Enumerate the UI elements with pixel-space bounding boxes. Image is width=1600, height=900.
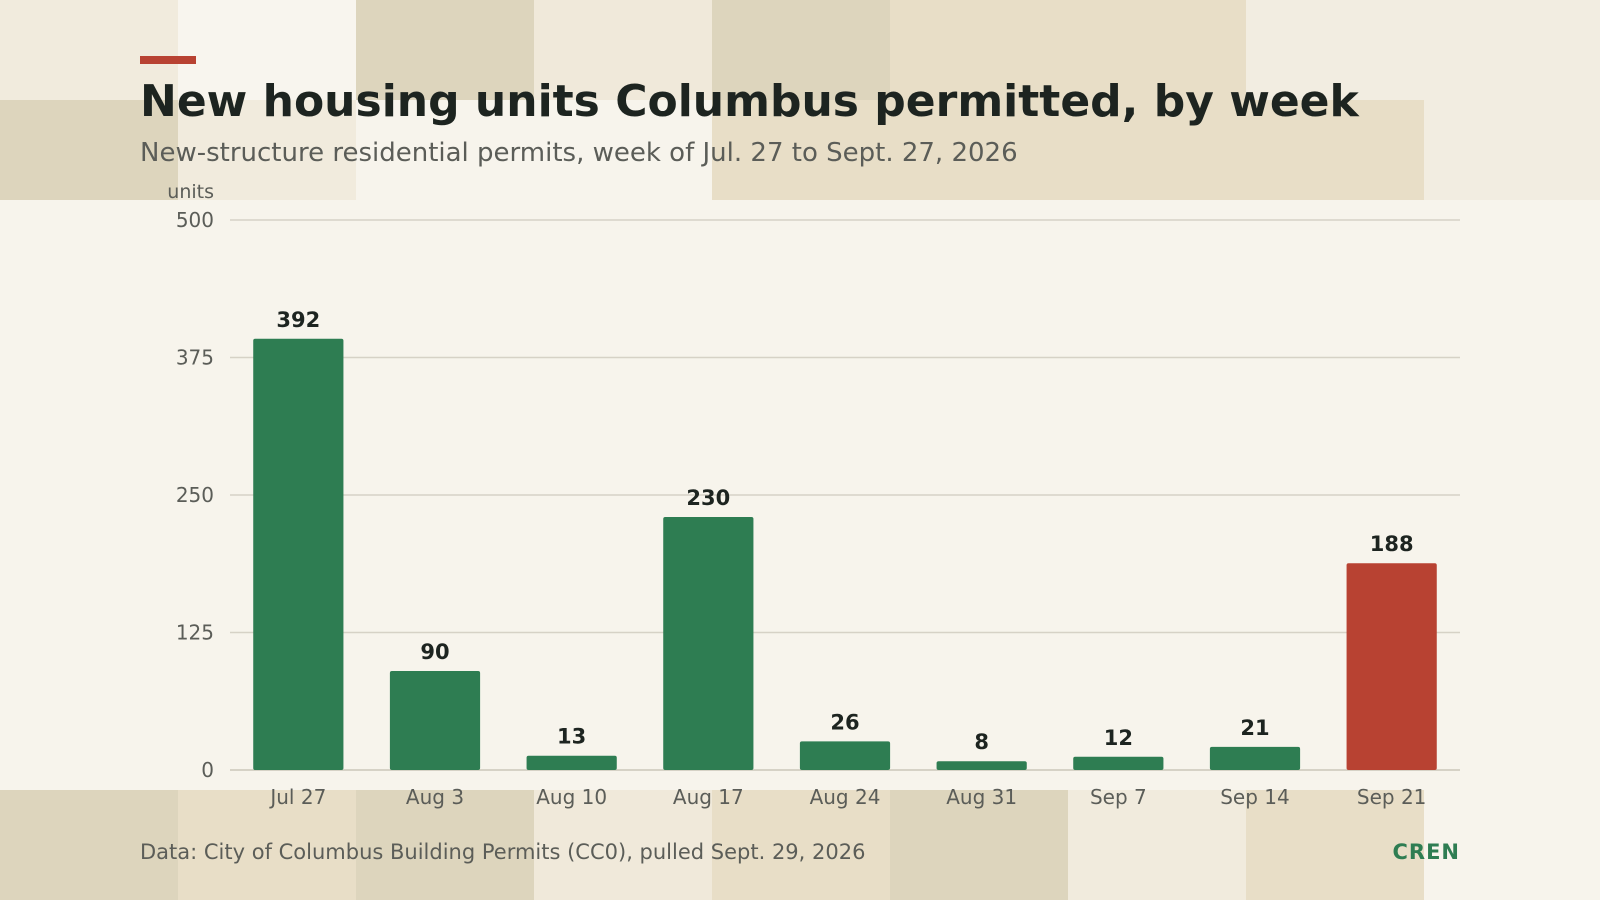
- bar: [799, 741, 891, 770]
- bars: 392 Jul 27 90 Aug 3 13 Aug 10 230 Aug 17 26 Aug 2…: [253, 308, 1437, 809]
- x-tick-label: Aug 10: [536, 785, 607, 809]
- accent-rule: [140, 56, 196, 64]
- bar: [253, 338, 344, 770]
- bar-value-label: 21: [1240, 716, 1269, 740]
- x-tick-label: Aug 31: [946, 785, 1017, 809]
- bar: [936, 761, 1027, 770]
- bar-value-label: 26: [830, 710, 859, 734]
- bar: [1073, 756, 1164, 770]
- bar-value-label: 90: [420, 640, 449, 664]
- bar: [663, 517, 754, 770]
- bar-value-label: 13: [557, 725, 586, 749]
- bar: [1209, 746, 1301, 770]
- bar-value-label: 12: [1104, 726, 1133, 750]
- y-tick-label: 375: [176, 346, 214, 370]
- x-tick-label: Sep 7: [1090, 785, 1147, 809]
- bar-value-label: 230: [686, 486, 730, 510]
- bar: [1346, 563, 1437, 770]
- y-tick-label: 125: [176, 621, 214, 645]
- y-axis-label: units: [167, 181, 214, 203]
- bar-value-label: 8: [974, 730, 989, 754]
- y-tick-label: 500: [176, 208, 214, 232]
- y-tick-label: 250: [176, 483, 214, 507]
- x-tick-label: Aug 17: [673, 785, 744, 809]
- source-note: Data: City of Columbus Building Permits …: [140, 840, 866, 864]
- brand-logo-text: CREN: [1392, 840, 1460, 864]
- x-tick-label: Sep 21: [1357, 785, 1427, 809]
- bar-value-label: 188: [1370, 532, 1414, 556]
- x-tick-label: Aug 3: [406, 785, 464, 809]
- bar-value-label: 392: [276, 308, 320, 332]
- y-tick-label: 0: [201, 758, 214, 782]
- x-tick-label: Aug 24: [810, 785, 881, 809]
- x-tick-label: Jul 27: [268, 785, 326, 809]
- x-tick-label: Sep 14: [1220, 785, 1290, 809]
- chart-subtitle: New-structure residential permits, week …: [140, 138, 1018, 168]
- gridlines: 0 125 250 375 500: [176, 208, 1460, 782]
- chart-title: New housing units Columbus permitted, by…: [140, 76, 1359, 127]
- bar: [526, 755, 617, 770]
- bar: [389, 671, 481, 770]
